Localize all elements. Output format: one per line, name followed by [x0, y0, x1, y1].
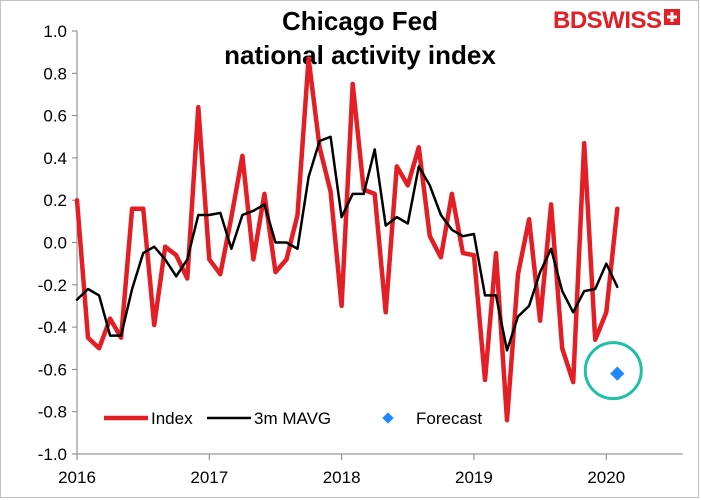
legend-swatch-forecast [382, 412, 394, 424]
y-tick-label: -0.6 [38, 360, 67, 379]
legend-label-forecast: Forecast [416, 409, 482, 428]
brand-logo-part2: SWISS [586, 7, 662, 34]
y-tick-label: -0.2 [38, 276, 67, 295]
y-tick-label: 1.0 [43, 22, 67, 41]
y-tick-label: 0.6 [43, 107, 67, 126]
legend-label-3m-mavg: 3m MAVG [254, 409, 331, 428]
forecast-highlight-circle [583, 341, 643, 401]
forecast-point [610, 366, 625, 381]
chart-title-line-1: Chicago Fed [281, 6, 438, 36]
x-tick-label: 2016 [58, 468, 96, 487]
brand-logo-part1: BD [553, 7, 587, 34]
swiss-cross-icon [663, 9, 680, 25]
legend-label-index: Index [151, 409, 193, 428]
y-tick-label: -0.8 [38, 403, 67, 422]
series-line-3m-mavg [75, 135, 619, 352]
y-tick-label: 0.8 [43, 64, 67, 83]
x-tick-label: 2018 [323, 468, 361, 487]
y-tick-label: 0.4 [43, 149, 67, 168]
x-tick-label: 2019 [455, 468, 493, 487]
series-line-index [74, 56, 620, 423]
x-tick-label: 2017 [190, 468, 228, 487]
y-tick-label: -0.4 [38, 318, 67, 337]
y-tick-label: -1.0 [38, 445, 67, 464]
y-tick-label: 0.2 [43, 191, 67, 210]
x-tick-label: 2020 [587, 468, 625, 487]
brand-logo: BD SWISS [553, 7, 680, 34]
y-tick-label: 0.0 [43, 234, 67, 253]
chart-title-line-2: national activity index [224, 40, 496, 70]
